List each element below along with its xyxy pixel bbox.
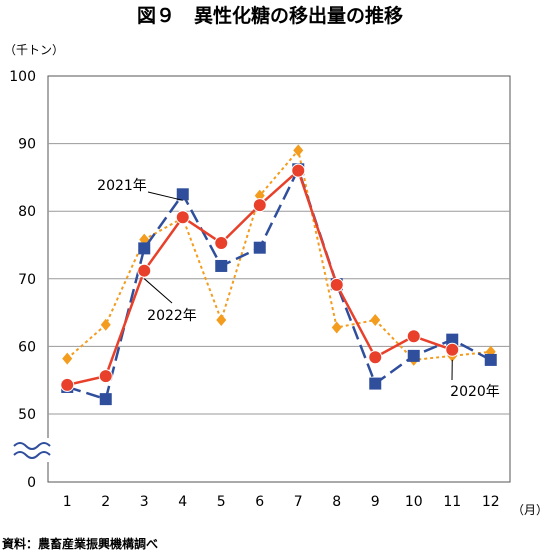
axis-break-wave [13,442,51,450]
data-point-circle [98,369,113,384]
axis-break-wave [13,451,51,459]
data-point-circle [445,342,460,357]
x-tick-label: 8 [332,494,341,510]
x-unit-label: （月） [512,503,541,517]
x-tick-label: 10 [405,494,423,510]
y-tick-label: 50 [18,407,36,423]
data-point-diamond [216,314,227,327]
data-point-diamond [62,352,73,365]
annotations-layer: 2021年 2022年 2020年 [97,178,500,400]
annotation-leader [143,278,173,304]
data-point-square [407,349,420,362]
data-point-diamond [370,314,381,327]
y-tick-label: 60 [18,339,36,355]
series-line [66,168,492,401]
data-point-circle [406,329,421,344]
data-point-diamond [293,144,304,157]
data-point-diamond [100,318,111,331]
data-point-square [253,241,266,254]
data-point-circle [175,210,190,225]
series-line [66,149,491,361]
data-point-circle [214,235,229,250]
annotation-leader [147,191,183,201]
x-tick-label: 11 [443,494,461,510]
x-axis-ticks: 1 2 3 4 5 6 7 8 9 10 11 12 [63,494,500,510]
data-point-circle [329,277,344,292]
series-2021年 [61,163,497,406]
series-layer [60,144,497,406]
data-point-square [215,259,228,272]
axis-break-mark [8,438,60,462]
y-tick-label: 100 [9,69,36,85]
y-tick-label: 0 [27,475,36,491]
data-point-circle [291,163,306,178]
source-note: 資料：農畜産業振興機構調べ [2,536,158,551]
x-tick-label: 2 [101,494,110,510]
annotation-label: 2020年 [450,384,500,400]
y-unit-label: （千トン） [4,43,64,57]
y-tick-label: 90 [18,137,36,153]
x-tick-label: 12 [482,494,500,510]
x-tick-label: 1 [63,494,72,510]
x-tick-label: 9 [371,494,380,510]
data-point-square [446,333,459,346]
x-tick-label: 4 [178,494,187,510]
data-point-square [99,393,112,406]
data-point-square [484,353,497,366]
x-tick-label: 7 [294,494,303,510]
data-point-square [369,377,382,390]
annotation-label: 2021年 [97,178,147,194]
data-point-square [176,188,189,201]
annotation-label: 2022年 [147,308,197,324]
y-tick-label: 80 [18,204,36,220]
data-point-circle [137,263,152,278]
chart-title: 図９ 異性化糖の移出量の推移 [137,4,403,27]
x-tick-label: 3 [140,494,149,510]
x-tick-label: 6 [255,494,264,510]
data-point-diamond [331,321,342,334]
data-point-square [138,242,151,255]
data-point-circle [252,198,267,213]
series-2022年 [60,163,460,392]
data-point-circle [60,377,75,392]
x-tick-label: 5 [217,494,226,510]
y-axis-ticks: 100 90 80 70 60 50 0 [9,69,36,491]
data-point-circle [368,350,383,365]
y-tick-label: 70 [18,272,36,288]
